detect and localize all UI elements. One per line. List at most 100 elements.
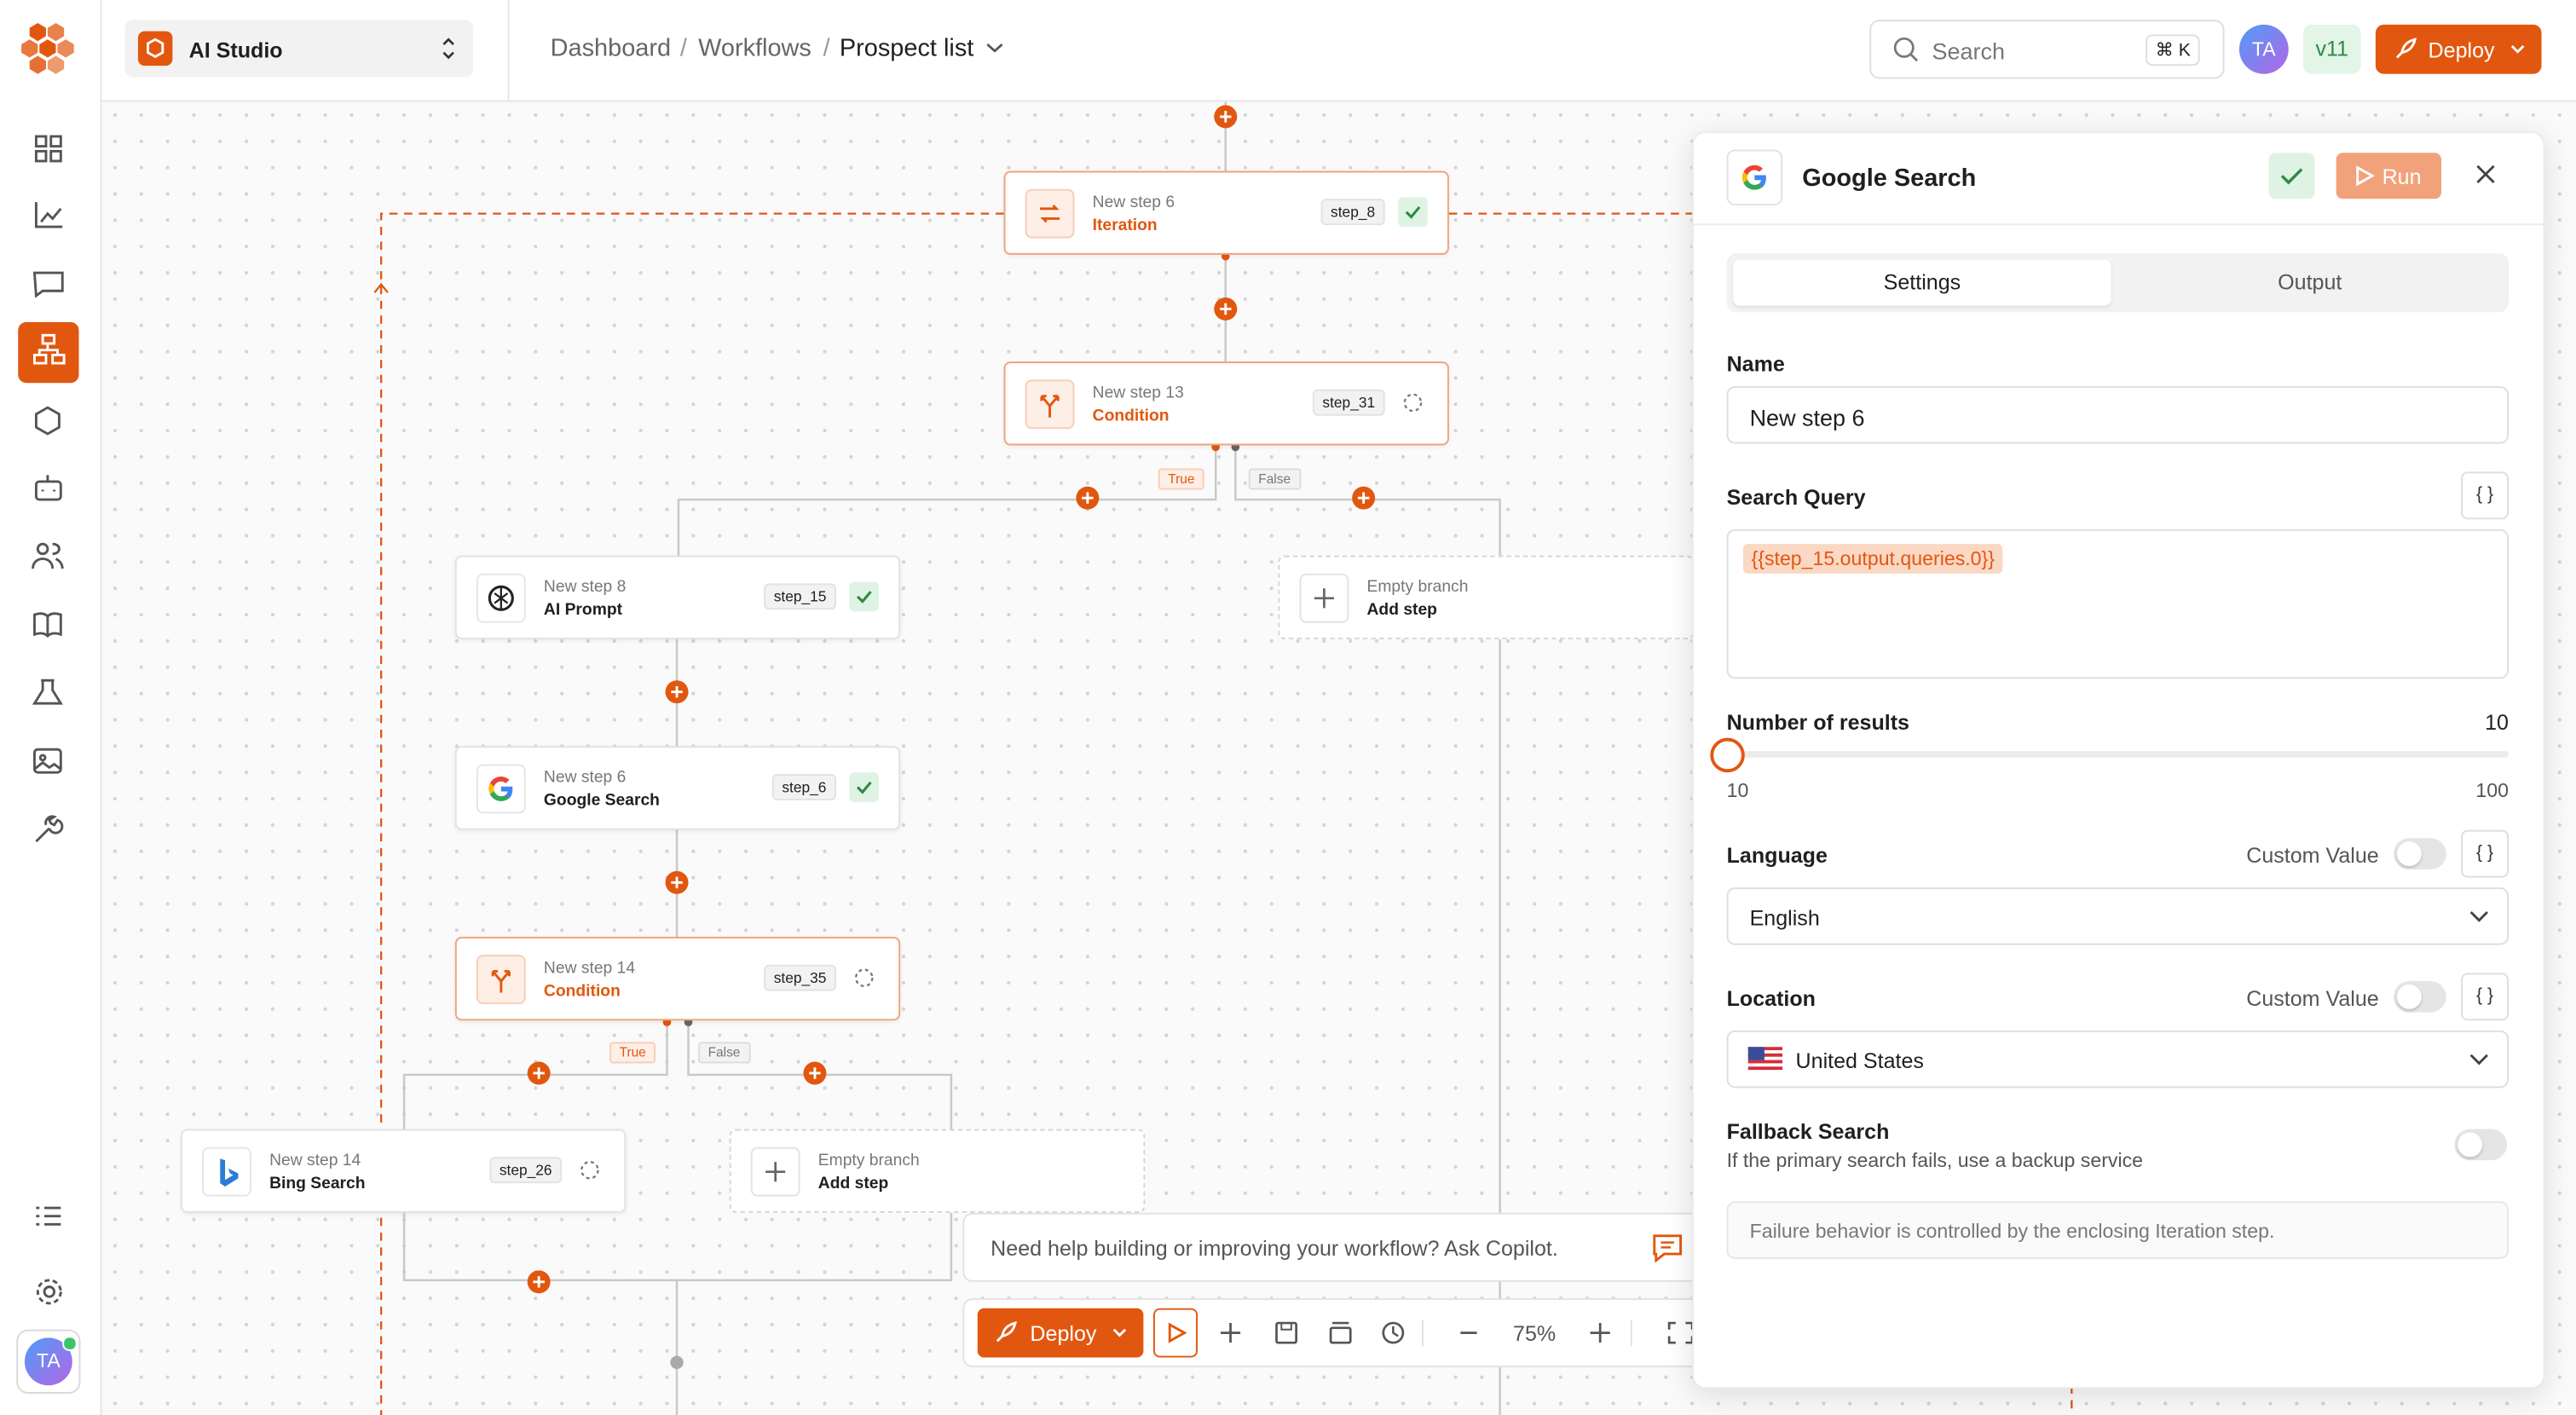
deploy-label: Deploy: [2428, 38, 2495, 63]
add-step-button[interactable]: [1214, 105, 1238, 129]
tab-active[interactable]: Settings: [1733, 259, 2111, 306]
location-select[interactable]: United States: [1726, 1030, 2509, 1089]
add-step-plus: [1082, 492, 1094, 504]
workflow-node[interactable]: New step 13 Condition step_31: [1003, 361, 1449, 446]
user-menu[interactable]: TA: [16, 1329, 81, 1394]
code-toggle[interactable]: { }: [2461, 973, 2509, 1021]
user-avatar[interactable]: TA: [2238, 24, 2289, 74]
note-text: Failure behavior is controlled by the en…: [1749, 1219, 2275, 1243]
query-input[interactable]: {{step_15.output.queries.0}}: [1726, 528, 2509, 679]
field-help: If the primary search fails, use a backu…: [1726, 1148, 2144, 1172]
nav-active[interactable]: [18, 321, 79, 384]
branch-label: True: [609, 1042, 656, 1064]
custom-value-toggle[interactable]: [2394, 981, 2446, 1013]
slider-value: 10: [2485, 709, 2509, 735]
add-step-button[interactable]: [665, 870, 689, 894]
toolbar-deploy[interactable]: Deploy: [977, 1308, 1144, 1358]
status-complete: [849, 772, 880, 802]
workspace-select[interactable]: AI Studio: [124, 20, 474, 78]
node-icon: [202, 1146, 251, 1197]
copilot-box[interactable]: Need help building or improving your wor…: [962, 1212, 1695, 1282]
empty-branch-label: Empty branch: [1366, 578, 1469, 597]
save-button[interactable]: [2268, 153, 2315, 199]
add-step-button[interactable]: [527, 1270, 551, 1294]
node-icon: [476, 764, 526, 814]
nav-bottom-icons[interactable]: [0, 1199, 101, 1314]
version-badge[interactable]: v11: [2303, 24, 2361, 74]
node-step: New step 14: [269, 1152, 361, 1170]
workflow-node[interactable]: New step 6 Google Search step_6: [454, 746, 901, 830]
field-label: Number of results: [1726, 709, 1910, 735]
add-step-button[interactable]: [1214, 297, 1238, 321]
workflow-node[interactable]: New step 8 AI Prompt step_15: [454, 555, 901, 639]
status-pending: [849, 963, 879, 993]
breadcrumb-item[interactable]: Dashboard: [550, 34, 672, 63]
run-button[interactable]: Run: [2336, 153, 2441, 199]
google-icon: [1726, 149, 1783, 205]
code-toggle[interactable]: { }: [2461, 471, 2509, 520]
status-pending: [1398, 388, 1428, 418]
node-label: Iteration: [1092, 217, 1158, 235]
empty-branch-action: Add step: [817, 1175, 889, 1193]
workflow-node[interactable]: New step 14 Bing Search step_26: [181, 1129, 627, 1213]
add-step-icon: [1299, 573, 1349, 623]
workflow-node[interactable]: New step 14 Condition step_35: [454, 936, 901, 1021]
empty-branch[interactable]: Empty branch Add step: [1278, 555, 1695, 639]
add-step-plus: [1220, 111, 1232, 123]
branch-label: False: [698, 1042, 750, 1064]
add-step-button[interactable]: [1076, 486, 1100, 510]
step-settings-panel: Google Search Run Settings Output Name N…: [1692, 131, 2545, 1389]
close-button[interactable]: [2475, 165, 2495, 184]
workflow-node[interactable]: New step 6 Iteration step_8: [1003, 170, 1449, 255]
custom-value-toggle[interactable]: [2394, 838, 2446, 869]
language-value: English: [1749, 905, 1820, 931]
add-step-button[interactable]: [1352, 486, 1376, 510]
language-select[interactable]: English: [1726, 887, 2509, 945]
loop-connector: [379, 212, 1693, 1415]
add-step-plus: [1357, 492, 1370, 504]
code-toggle[interactable]: { }: [2461, 829, 2509, 878]
search-box[interactable]: Search ⌘ K: [1869, 20, 2225, 79]
node-icon: [476, 955, 526, 1005]
top-bar: AI Studio Dashboard / Workflows / Prospe…: [101, 0, 2576, 102]
slider-knob[interactable]: [1710, 737, 1745, 773]
info-note: Failure behavior is controlled by the en…: [1726, 1201, 2509, 1259]
online-dot: [62, 1336, 78, 1351]
add-step-button[interactable]: [803, 1061, 827, 1085]
empty-branch[interactable]: Empty branch Add step: [729, 1129, 1146, 1213]
copilot-icon[interactable]: [1651, 1233, 1684, 1262]
breadcrumb-item[interactable]: Workflows: [698, 34, 811, 63]
custom-value-label: Custom Value: [2246, 985, 2379, 1011]
copilot-prompt: Need help building or improving your wor…: [991, 1235, 1558, 1261]
us-flag: [1747, 1047, 1783, 1072]
connector: [677, 447, 1217, 556]
connector: [402, 1210, 953, 1282]
add-step-plus: [533, 1276, 545, 1288]
slider-track[interactable]: [1726, 751, 2509, 758]
deploy-button[interactable]: Deploy: [2375, 24, 2542, 74]
slider-max: 100: [2475, 778, 2509, 802]
fallback-toggle[interactable]: [2454, 1129, 2508, 1161]
tabs: Settings Output: [1726, 252, 2509, 313]
name-input[interactable]: New step 6: [1726, 386, 2509, 444]
breadcrumb-separator: /: [823, 34, 830, 63]
add-step-button[interactable]: [665, 680, 689, 704]
breadcrumb-current[interactable]: Prospect list: [839, 34, 974, 63]
toolbar-run[interactable]: [1152, 1308, 1198, 1358]
panel-title: Google Search: [1802, 164, 1977, 193]
node-label: Condition: [1092, 407, 1170, 426]
field-label: Location: [1726, 985, 1816, 1011]
workspace-icon: [137, 31, 173, 66]
node-step: New step 14: [543, 959, 636, 979]
status-complete: [1398, 197, 1428, 228]
add-step-button[interactable]: [527, 1061, 551, 1085]
tab[interactable]: Output: [2278, 269, 2342, 295]
node-label: Condition: [543, 982, 621, 1002]
logo[interactable]: [20, 20, 76, 76]
toolbar-icons[interactable]: [1217, 1320, 1710, 1347]
nav-icons[interactable]: [0, 115, 101, 871]
search-shortcut: ⌘ K: [2146, 34, 2201, 66]
add-step-plus: [671, 876, 683, 889]
